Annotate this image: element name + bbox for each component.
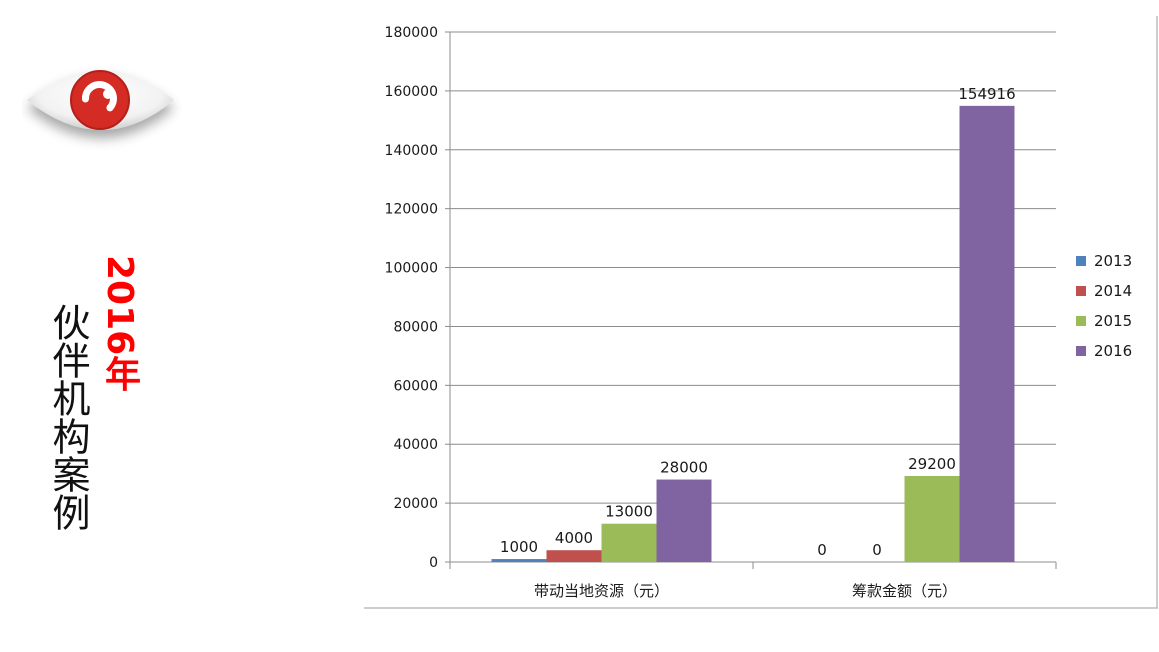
bar-2015 (601, 523, 657, 562)
bar-chart-svg: 0200004000060000800001000001200001400001… (364, 16, 1158, 609)
bar-2015 (904, 476, 960, 562)
data-label-2013: 1000 (500, 538, 538, 556)
data-label-2016: 28000 (660, 459, 708, 477)
side-title: 伙伴机构案例 2016年 (42, 255, 152, 575)
category-label: 筹款金额（元） (852, 582, 957, 600)
data-label-2014: 4000 (555, 529, 593, 547)
data-label-2015: 13000 (605, 503, 653, 521)
y-tick-label: 160000 (385, 84, 438, 100)
y-tick-label: 120000 (385, 202, 438, 218)
eye-logo (22, 52, 182, 162)
y-tick-label: 40000 (393, 437, 438, 453)
y-tick-label: 100000 (385, 261, 438, 277)
bar-2016 (959, 105, 1015, 562)
legend-swatch-2014 (1076, 286, 1086, 296)
legend-swatch-2016 (1076, 346, 1086, 356)
y-tick-label: 180000 (385, 25, 438, 41)
bar-2013 (491, 559, 547, 562)
legend-label-2014: 2014 (1094, 282, 1132, 300)
legend-label-2016: 2016 (1094, 342, 1132, 360)
y-tick-label: 140000 (385, 143, 438, 159)
side-title-year: 2016年 (99, 255, 140, 392)
legend-swatch-2015 (1076, 316, 1086, 326)
data-label-2016: 154916 (958, 85, 1015, 103)
bar-chart: 0 20000 40000 60000 80000 100000 120000 140000 1… (358, 16, 1158, 616)
data-label-2013: 0 (817, 541, 827, 559)
category-label: 带动当地资源（元） (534, 582, 669, 600)
side-title-main: 伙伴机构案例 (46, 303, 90, 531)
data-label-2015: 29200 (908, 455, 956, 473)
legend-label-2015: 2015 (1094, 312, 1132, 330)
legend-label-2013: 2013 (1094, 252, 1132, 270)
eye-icon (27, 70, 174, 130)
y-tick-label: 60000 (393, 378, 438, 394)
y-tick-label: 0 (429, 555, 438, 571)
legend-swatch-2013 (1076, 256, 1086, 266)
y-tick-label: 20000 (393, 496, 438, 512)
data-label-2014: 0 (872, 541, 882, 559)
bar-2014 (546, 550, 602, 562)
bar-2016 (656, 479, 712, 562)
y-tick-label: 80000 (393, 319, 438, 335)
